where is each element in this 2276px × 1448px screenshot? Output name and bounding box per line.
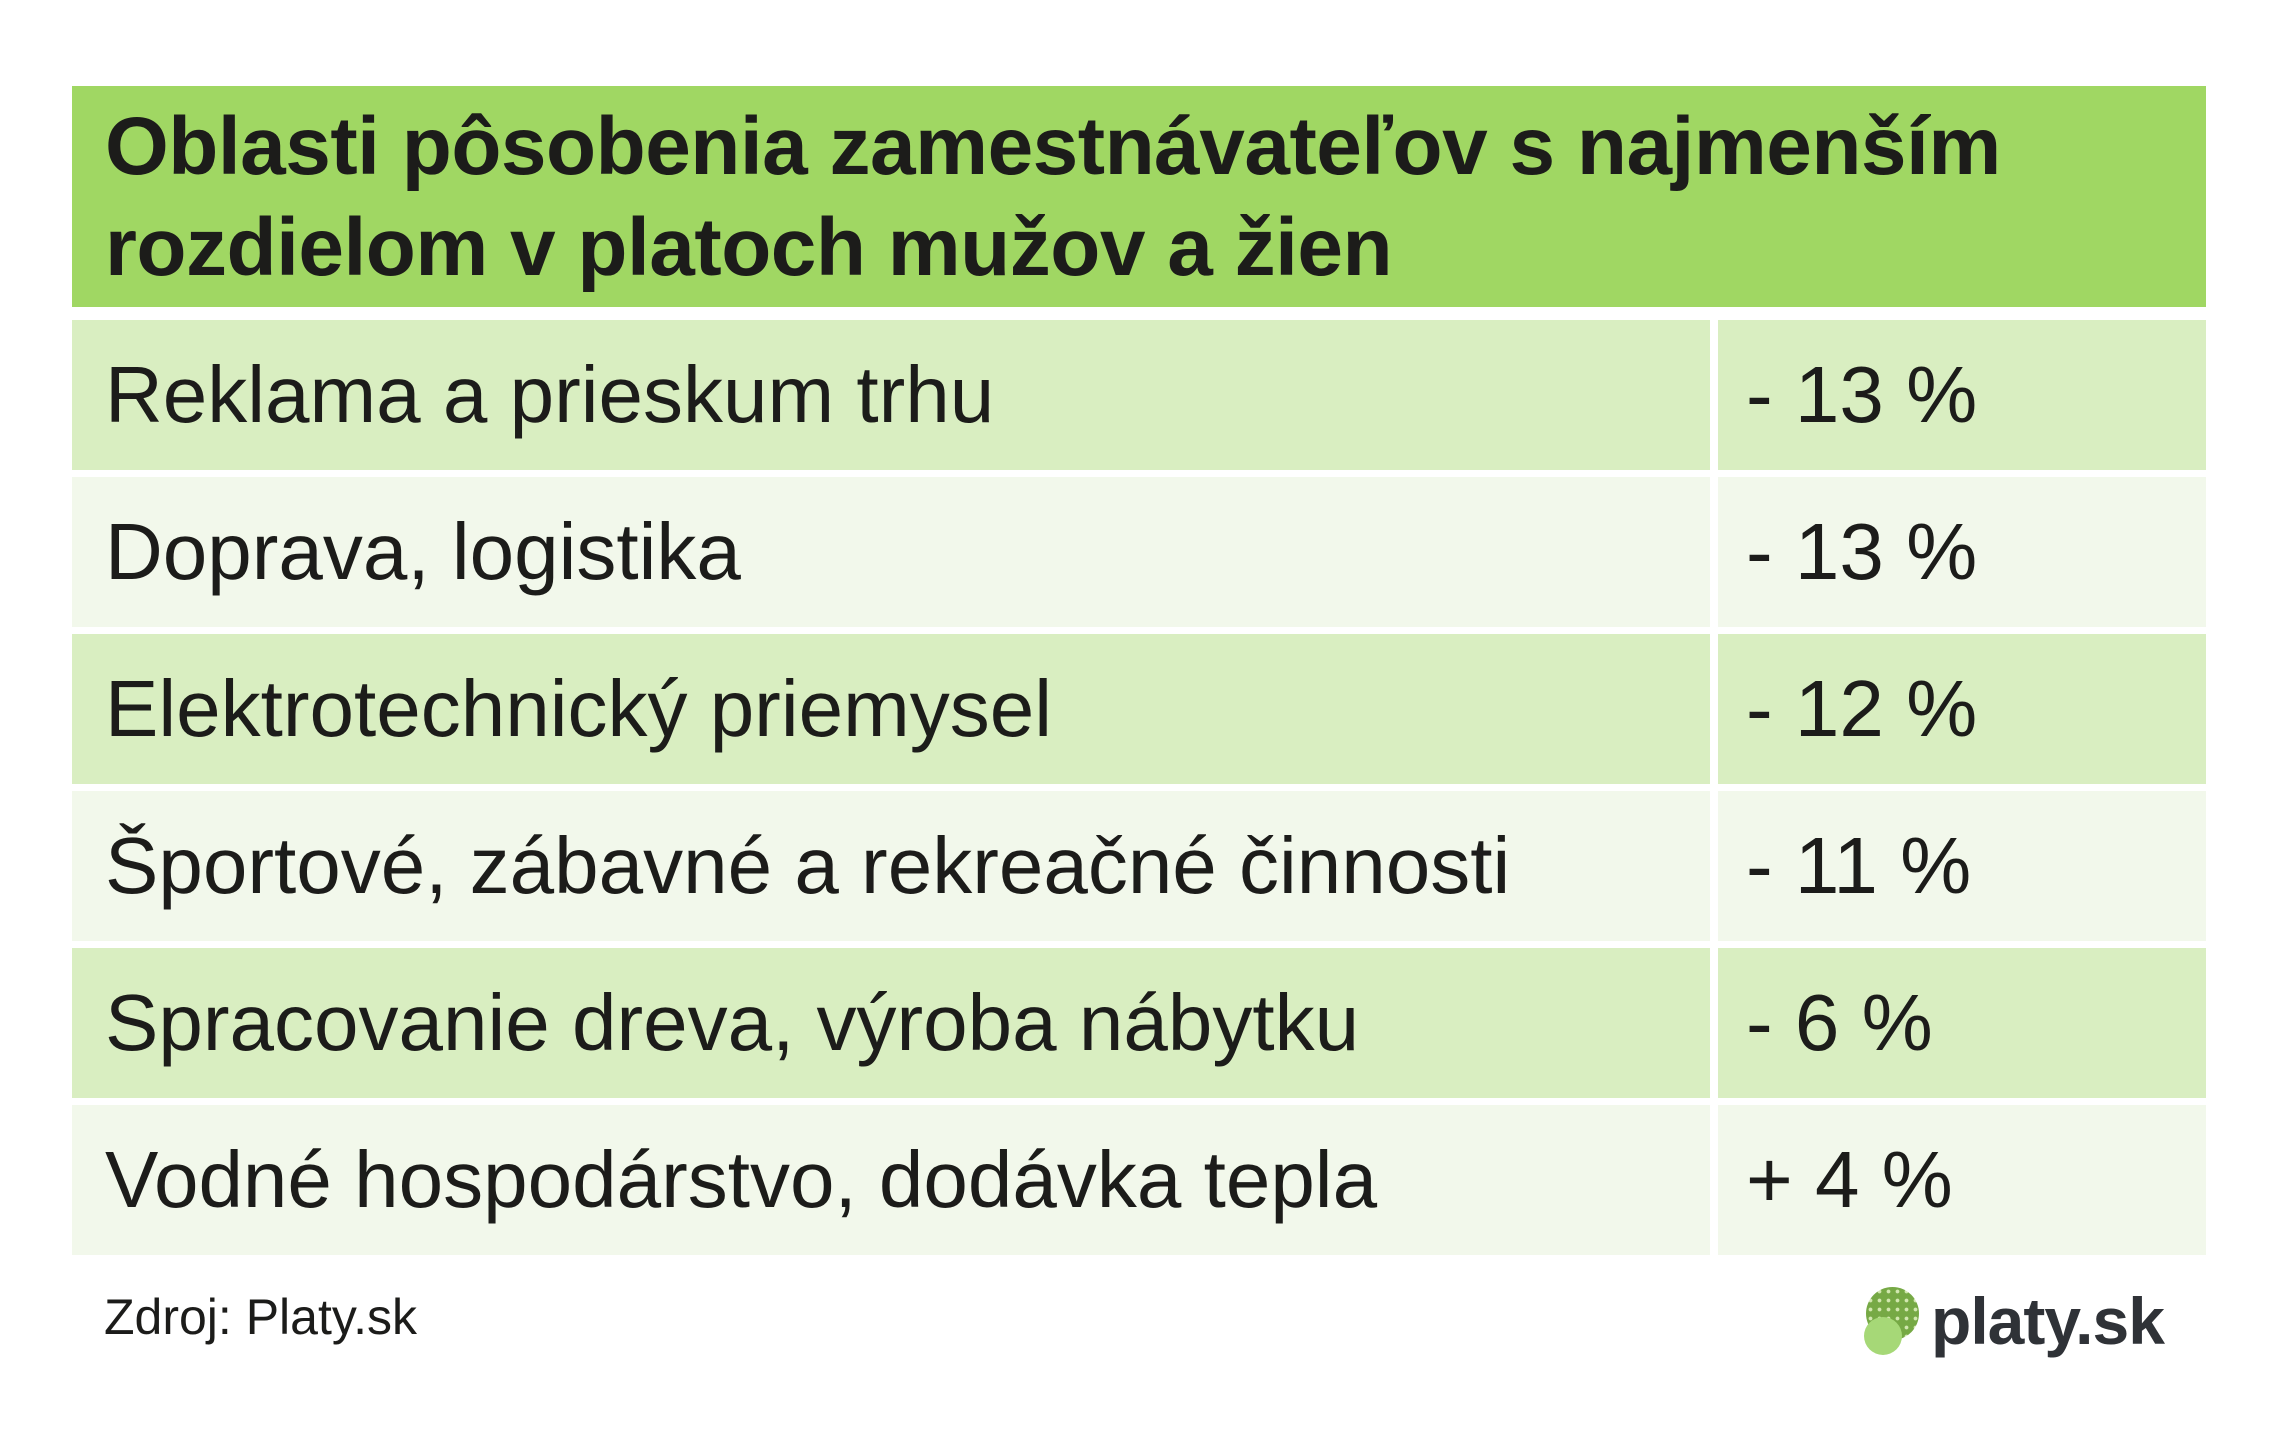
row-label: Reklama a prieskum trhu: [72, 320, 1710, 470]
row-label: Elektrotechnický priemysel: [72, 634, 1710, 784]
row-label: Športové, zábavné a rekreačné činnosti: [72, 791, 1710, 941]
salary-gap-table: Oblasti pôsobenia zamestnávateľov s najm…: [72, 86, 2206, 1255]
table-row: Elektrotechnický priemysel - 12 %: [72, 634, 2206, 784]
source-text: Zdroj: Platy.sk: [104, 1289, 418, 1345]
table-row: Športové, zábavné a rekreačné činnosti -…: [72, 791, 2206, 941]
table-row: Spracovanie dreva, výroba nábytku - 6 %: [72, 948, 2206, 1098]
row-label: Vodné hospodárstvo, dodávka tepla: [72, 1105, 1710, 1255]
table-title-line-2: rozdielom v platoch mužov a žien: [105, 201, 1393, 293]
row-value: - 11 %: [1718, 791, 2206, 941]
platy-logo: platy.sk: [1859, 1283, 2165, 1363]
platy-logo-text: platy.sk: [1931, 1284, 2165, 1358]
logo-light-circle-icon: [1864, 1317, 1902, 1355]
row-value: - 12 %: [1718, 634, 2206, 784]
table-rows: Reklama a prieskum trhu - 13 % Doprava, …: [72, 320, 2206, 1255]
row-value: - 13 %: [1718, 320, 2206, 470]
table-title: Oblasti pôsobenia zamestnávateľov s najm…: [72, 86, 2206, 307]
row-label: Doprava, logistika: [72, 477, 1710, 627]
table-row: Vodné hospodárstvo, dodávka tepla + 4 %: [72, 1105, 2206, 1255]
platy-logo-icon: [1859, 1283, 1921, 1363]
row-value: - 13 %: [1718, 477, 2206, 627]
row-value: - 6 %: [1718, 948, 2206, 1098]
table-row: Reklama a prieskum trhu - 13 %: [72, 320, 2206, 470]
table-title-line-1: Oblasti pôsobenia zamestnávateľov s najm…: [105, 100, 2001, 192]
table-row: Doprava, logistika - 13 %: [72, 477, 2206, 627]
row-label: Spracovanie dreva, výroba nábytku: [72, 948, 1710, 1098]
row-value: + 4 %: [1718, 1105, 2206, 1255]
